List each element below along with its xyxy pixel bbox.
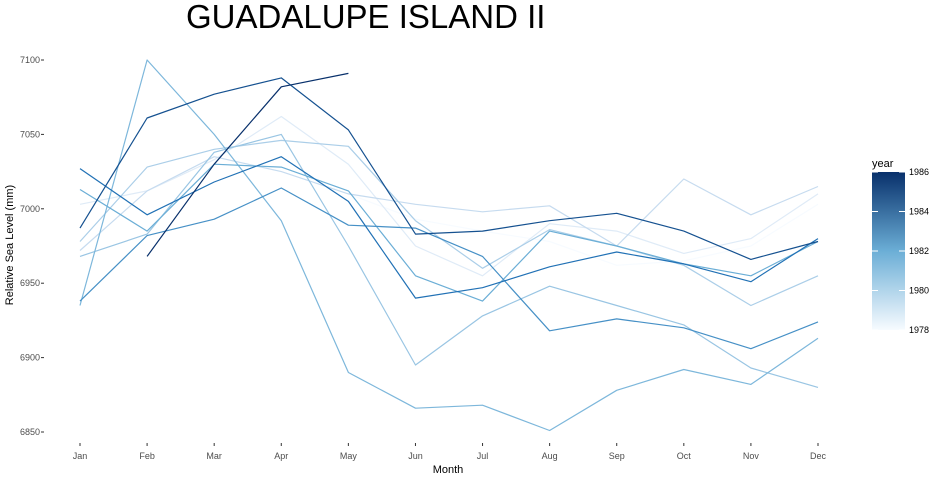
x-tick-label: Aug <box>542 451 558 461</box>
legend-tick-label: 1984 <box>909 207 929 217</box>
y-tick-label: 7050 <box>20 129 40 139</box>
y-tick-label: 6850 <box>20 427 40 437</box>
series-line <box>348 193 819 266</box>
legend-title: year <box>872 158 894 170</box>
color-legend: year 1978 1980 1982 1984 1986 <box>872 158 929 335</box>
legend-tick-label: 1986 <box>909 167 929 177</box>
y-axis: 6850 6900 6950 7000 7050 7100 <box>20 55 44 437</box>
legend-tick-label: 1982 <box>909 246 929 256</box>
series-line <box>79 156 819 299</box>
x-axis: Jan Feb Mar Apr May Jun Jul Aug Sep Oct Nov Dec <box>73 443 827 461</box>
x-tick-label: Jul <box>477 451 489 461</box>
series-line <box>79 133 819 388</box>
x-tick-label: Jan <box>73 451 88 461</box>
legend-tick-label: 1978 <box>909 325 929 335</box>
x-axis-title: Month <box>433 464 464 476</box>
series-line <box>79 139 819 307</box>
series-lines <box>79 59 819 432</box>
legend-tick-label: 1980 <box>909 286 929 296</box>
series-line <box>79 115 819 277</box>
x-tick-label: Feb <box>139 451 155 461</box>
x-tick-label: Jun <box>408 451 423 461</box>
chart-title: GUADALUPE ISLAND II <box>186 0 546 35</box>
y-tick-label: 6950 <box>20 278 40 288</box>
y-axis-title: Relative Sea Level (mm) <box>4 185 16 305</box>
x-tick-label: Mar <box>206 451 222 461</box>
series-line <box>79 59 819 432</box>
x-tick-label: Oct <box>677 451 692 461</box>
x-tick-label: Dec <box>810 451 827 461</box>
series-line <box>146 72 349 257</box>
y-tick-label: 6900 <box>20 353 40 363</box>
x-tick-label: Nov <box>743 451 760 461</box>
y-tick-label: 7100 <box>20 55 40 65</box>
y-tick-label: 7000 <box>20 204 40 214</box>
series-line <box>79 163 819 302</box>
series-line <box>79 156 819 251</box>
x-tick-label: Sep <box>609 451 625 461</box>
x-tick-label: Apr <box>274 451 288 461</box>
series-line <box>79 187 819 350</box>
series-line <box>79 77 819 260</box>
x-tick-label: May <box>340 451 358 461</box>
